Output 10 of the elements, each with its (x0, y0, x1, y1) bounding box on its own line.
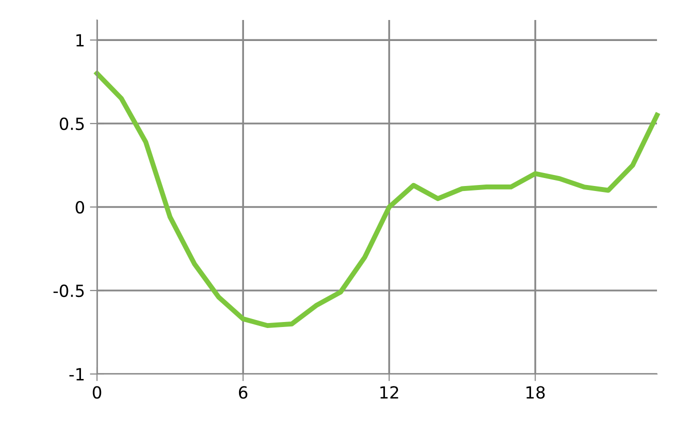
y-tick-label: 0.5 (60, 117, 84, 130)
y-tick-label: 1 (76, 34, 84, 46)
x-tick-label: 18 (526, 386, 545, 399)
x-tick-label: 12 (380, 386, 398, 398)
y-tick-label: -1 (69, 368, 84, 380)
line-series (94, 71, 660, 328)
x-tick-label: 6 (238, 386, 248, 399)
y-tick-label: -0.5 (53, 284, 84, 298)
x-tick-label: 0 (92, 386, 102, 399)
y-tick-label: 0 (76, 200, 84, 214)
